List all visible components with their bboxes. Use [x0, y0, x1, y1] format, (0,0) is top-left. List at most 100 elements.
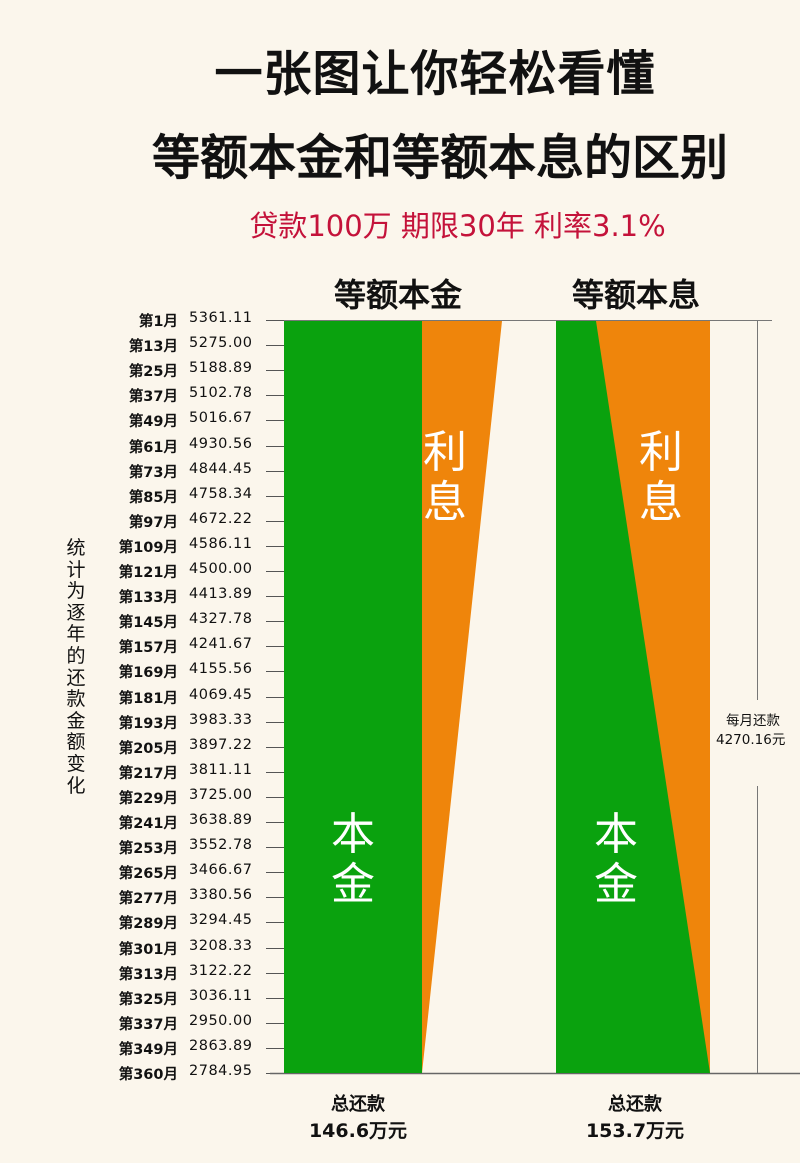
payment-value: 4758.34: [189, 485, 253, 502]
tick-mark: [266, 696, 284, 698]
month-label: 第217月: [118, 765, 178, 782]
title-line-1: 一张图让你轻松看懂: [214, 46, 656, 102]
payment-value: 4672.22: [189, 510, 253, 527]
payment-value: 3208.33: [189, 937, 253, 954]
month-label: 第277月: [118, 891, 178, 908]
payment-value: 5275.00: [189, 335, 253, 352]
month-label: 第73月: [128, 464, 178, 481]
axis-row: 第169月 4155.56: [100, 661, 286, 681]
month-label: 第193月: [118, 715, 178, 732]
tick-mark: [266, 947, 284, 949]
month-label: 第205月: [118, 740, 178, 757]
month-label: 第61月: [128, 439, 178, 456]
month-label: 第337月: [118, 1016, 178, 1033]
payment-value: 4500.00: [189, 561, 253, 577]
total-label: 总还款: [608, 1094, 662, 1115]
month-label: 第85月: [128, 489, 178, 506]
axis-row: 第157月 4241.67: [100, 636, 286, 656]
axis-row: 第25月 5188.89: [100, 360, 286, 380]
month-label: 第97月: [128, 514, 178, 531]
axis-row: 第217月 3811.11: [100, 762, 286, 782]
axis-row: 第313月 3122.22: [100, 963, 286, 983]
tick-mark: [266, 470, 284, 472]
month-label: 第289月: [118, 916, 178, 933]
tick-mark: [266, 545, 284, 547]
axis-row: 第61月 4930.56: [100, 436, 286, 456]
tick-mark: [266, 320, 284, 321]
principal-label-left: 本金: [331, 809, 375, 910]
payment-value: 3983.33: [189, 711, 253, 728]
payment-value: 3036.11: [189, 987, 253, 1004]
principal-area-equal-principal: [284, 321, 422, 1073]
tick-mark: [266, 395, 284, 397]
tick-mark: [266, 997, 284, 999]
tick-mark: [266, 922, 284, 924]
monthly-payment-value: 4270.16元: [716, 732, 786, 748]
axis-row: 第289月 3294.45: [100, 912, 286, 932]
payment-value: 3380.56: [189, 887, 253, 904]
payment-value: 4327.78: [189, 611, 253, 628]
axis-row: 第181月 4069.45: [100, 687, 286, 707]
axis-row: 第193月 3983.33: [100, 712, 286, 732]
month-label: 第181月: [118, 690, 178, 707]
tick-mark: [266, 420, 284, 422]
tick-mark: [266, 1022, 284, 1024]
axis-row: 第49月 5016.67: [100, 410, 286, 430]
axis-row: 第337月 2950.00: [100, 1013, 286, 1033]
tick-mark: [266, 445, 284, 447]
payment-value: 3122.22: [189, 962, 253, 979]
total-label: 总还款: [331, 1094, 385, 1115]
axis-row: 第253月 3552.78: [100, 837, 286, 857]
column-header-equal-installment: 等额本息: [571, 276, 700, 314]
payment-value: 5361.11: [189, 310, 253, 326]
payment-value: 3466.67: [189, 862, 253, 879]
axis-row: 第205月 3897.22: [100, 737, 286, 757]
monthly-payment-label: 每月还款: [726, 713, 780, 729]
tick-mark: [266, 1047, 284, 1049]
payment-value: 5102.78: [189, 385, 253, 402]
axis-row: 第73月 4844.45: [100, 461, 286, 481]
tick-mark: [266, 671, 284, 673]
payment-value: 3897.22: [189, 736, 253, 753]
tick-mark: [266, 721, 284, 723]
tick-mark: [266, 897, 284, 899]
axis-row: 第325月 3036.11: [100, 988, 286, 1008]
column-header-equal-principal: 等额本金: [333, 276, 462, 314]
tick-mark: [266, 771, 284, 773]
month-label: 第157月: [118, 640, 178, 657]
payment-value: 4586.11: [189, 535, 253, 552]
tick-mark: [266, 621, 284, 623]
tick-mark: [266, 520, 284, 522]
month-label: 第133月: [118, 590, 178, 607]
interest-label-right: 利息: [639, 427, 683, 528]
month-label: 第169月: [118, 665, 178, 682]
interest-label-left: 利息: [423, 427, 467, 528]
payment-value: 2863.89: [189, 1037, 253, 1054]
payment-value: 3294.45: [189, 912, 253, 929]
loan-conditions-subtitle: 贷款100万 期限30年 利率3.1%: [249, 209, 666, 243]
payment-value: 4844.45: [189, 460, 253, 477]
axis-row: 第265月 3466.67: [100, 862, 286, 882]
interest-area-equal-principal: [422, 321, 502, 1073]
axis-row: 第37月 5102.78: [100, 385, 286, 405]
tick-mark: [266, 571, 284, 572]
total-repayment-equal-principal: 总还款 146.6万元: [278, 1092, 438, 1144]
payment-value: 4241.67: [189, 636, 253, 653]
tick-mark: [266, 847, 284, 849]
payment-value: 4155.56: [189, 661, 253, 678]
month-label: 第241月: [118, 816, 178, 832]
axis-row: 第133月 4413.89: [100, 586, 286, 606]
tick-mark: [266, 796, 284, 798]
total-value: 153.7万元: [585, 1120, 685, 1142]
monthly-payment-annotation: 每月还款 4270.16元: [716, 712, 800, 750]
axis-row: 第121月 4500.00: [100, 561, 286, 581]
payment-value: 4930.56: [189, 435, 253, 452]
tick-mark: [266, 746, 284, 748]
tick-mark: [266, 495, 284, 497]
axis-row: 第85月 4758.34: [100, 486, 286, 506]
total-value: 146.6万元: [308, 1120, 408, 1142]
principal-area-equal-installment: [556, 321, 710, 1073]
title-line-2: 等额本金和等额本息的区别: [151, 130, 728, 186]
axis-row: 第145月 4327.78: [100, 611, 286, 631]
